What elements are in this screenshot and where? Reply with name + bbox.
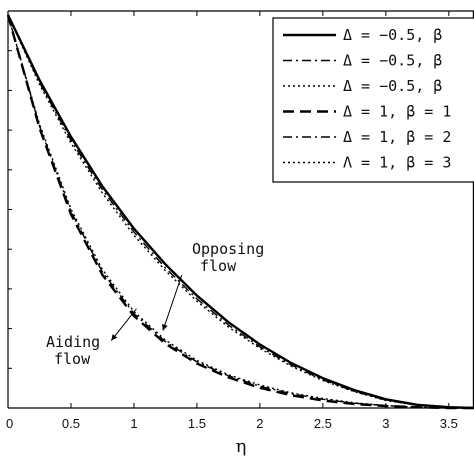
x-tick-label: 3 [382,416,389,431]
x-tick-label: 2 [256,416,263,431]
legend-box [272,17,474,183]
x-tick-label: 2.5 [314,416,332,431]
annotation-text: flow [54,350,91,368]
x-tick-label: 0.5 [62,416,80,431]
legend-label: Δ = −0.5, β [343,26,442,44]
x-tick-label: 1.5 [188,416,206,431]
annotation-text: Aiding [46,333,100,351]
x-tick-label: 1 [130,416,137,431]
series-line-6 [7,14,474,409]
series-line-3 [7,14,474,409]
legend-label: Δ = −0.5, β [343,77,442,95]
legend-entry: Δ = −0.5, β [283,26,442,44]
x-tick-label: 3.5 [440,416,458,431]
legend: Δ = −0.5, β Δ = −0.5, β Δ = −0.5, β Δ = 1, … [272,17,474,183]
legend-entry: Δ = −0.5, β [283,77,442,95]
series-group [6,14,474,410]
legend-entry: Λ = 1, β = 3 [283,154,451,172]
legend-entry: Δ = 1, β = 1 [283,103,451,121]
legend-label: Δ = 1, β = 2 [343,128,451,146]
x-axis-ticks: 0 0.5 1 1.5 2 2.5 3 3.5 [6,11,458,431]
legend-entry: Δ = 1, β = 2 [283,128,451,146]
annotation-text: Opposing [192,240,264,258]
series-line-2 [7,14,474,409]
legend-label: Δ = −0.5, β [343,52,442,70]
x-tick-label: 0 [6,416,13,431]
annotation-arrow [110,308,137,341]
annotation-text: flow [200,257,237,275]
legend-label: Δ = 1, β = 1 [343,103,451,121]
annotation-arrow [162,274,183,331]
legend-entry: Δ = −0.5, β [283,52,442,70]
series-line-5 [7,14,474,409]
x-axis-label: η [236,436,247,457]
legend-label: Λ = 1, β = 3 [343,154,451,172]
